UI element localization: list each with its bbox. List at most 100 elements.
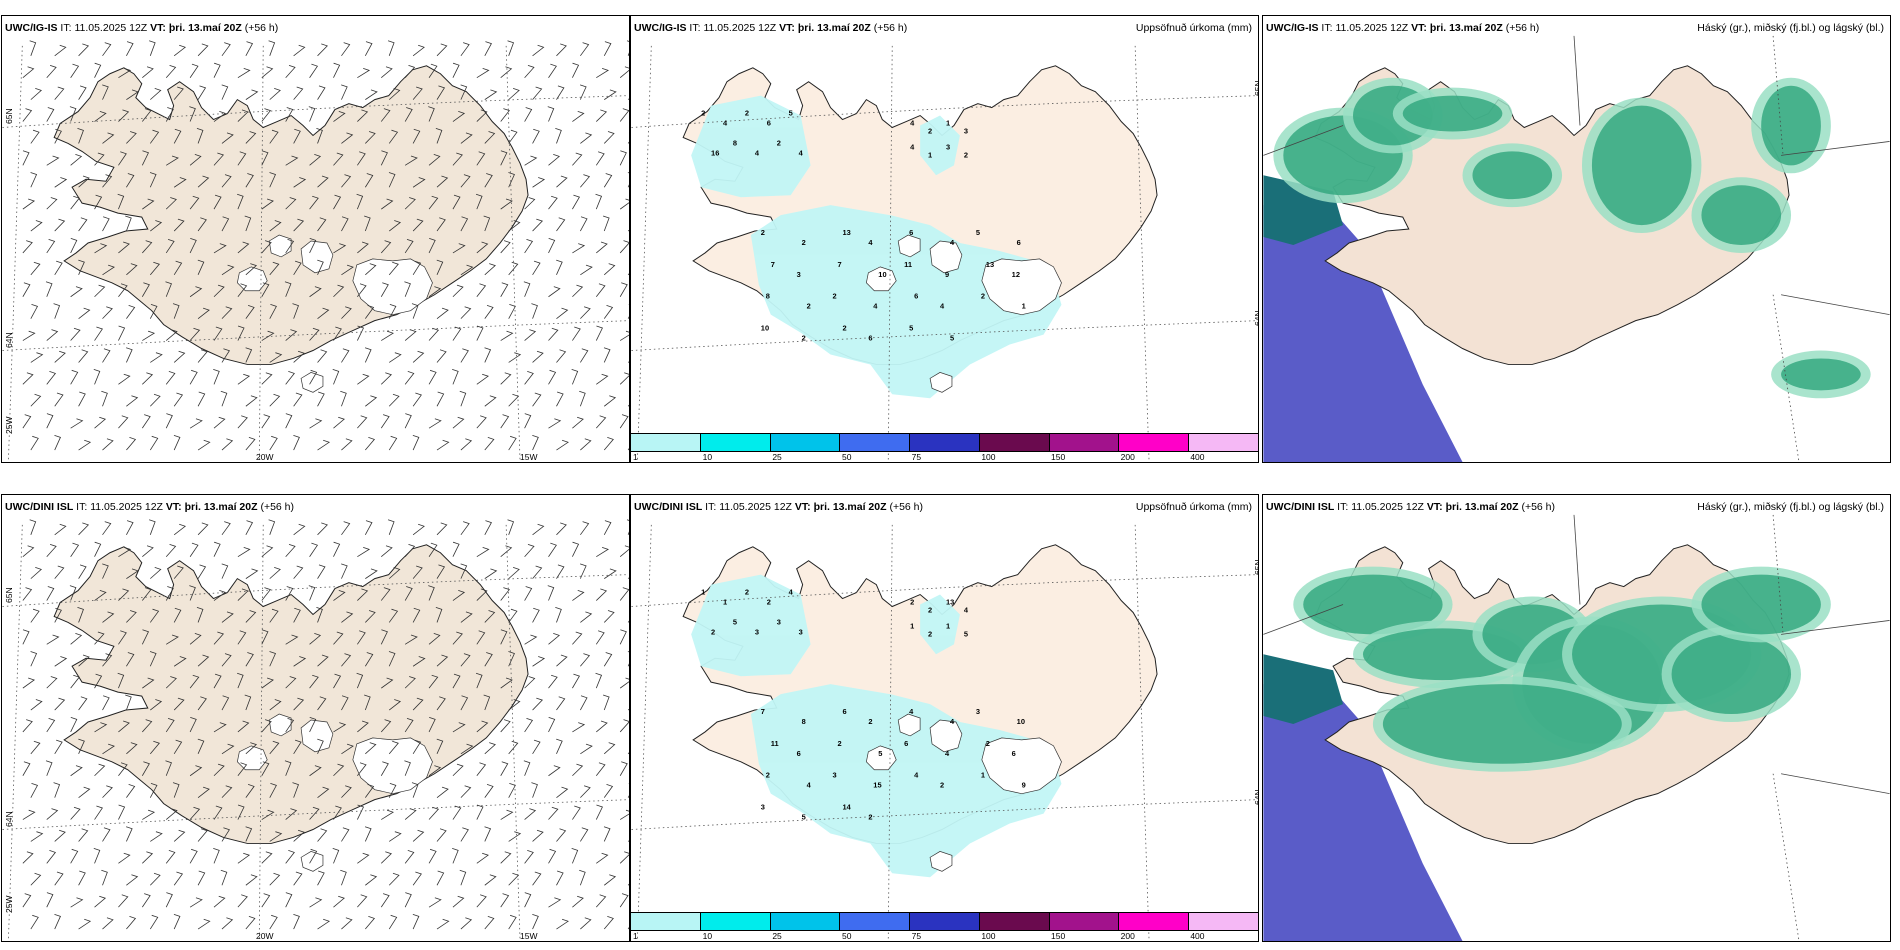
wind-barb — [317, 439, 331, 451]
wind-barb — [459, 869, 467, 886]
wind-barb — [245, 742, 258, 755]
wind-barb — [30, 651, 38, 667]
wind-barb — [627, 361, 629, 363]
wind-barb — [189, 106, 196, 122]
wind-barb — [285, 676, 297, 689]
model-name: UWC/DINI ISL — [1266, 501, 1335, 513]
wind-barb — [508, 172, 515, 188]
precip-value: 2 — [807, 302, 811, 311]
wind-barb — [261, 198, 274, 210]
precip-value: 12 — [1012, 270, 1020, 279]
wind-barb — [165, 329, 178, 341]
wind-barb — [572, 722, 586, 733]
wind-barb — [30, 831, 44, 842]
wind-barb — [149, 304, 158, 319]
wind-barb — [269, 129, 279, 144]
wind-barb — [412, 86, 423, 100]
lead-time: (+56 h) — [244, 22, 279, 34]
wind-barb — [78, 786, 91, 798]
precip-value: 10 — [878, 270, 886, 279]
wind-barb — [166, 634, 179, 645]
wind-barb — [603, 916, 614, 930]
wind-barb — [436, 696, 446, 711]
wind-barb — [411, 303, 419, 319]
wind-barb — [213, 110, 227, 122]
colorbar-swatch — [840, 913, 911, 930]
wind-barb — [118, 373, 131, 385]
wind-barb — [189, 585, 196, 601]
wind-barb — [428, 542, 438, 557]
wind-barb — [556, 918, 569, 930]
panel-header: UWC/DINI ISL IT: 11.05.2025 12Z VT: þri.… — [5, 501, 294, 513]
wind-barb — [261, 372, 273, 385]
wind-barb — [404, 239, 414, 254]
wind-barb — [70, 63, 80, 78]
colorbar-swatch — [910, 434, 980, 451]
wind-barb — [293, 523, 306, 536]
wind-barb — [78, 564, 87, 579]
wind-barb — [166, 155, 179, 166]
wind-barb — [556, 786, 569, 798]
wind-barb — [507, 519, 515, 535]
wind-barb — [532, 829, 544, 842]
wind-barb — [244, 215, 252, 232]
panel-r1c3-cloud: UWC/IG-IS IT: 11.05.2025 12Z VT: þri. 13… — [1262, 15, 1891, 463]
wind-barb — [165, 413, 173, 429]
wind-barb — [22, 677, 36, 689]
wind-barb — [627, 172, 629, 188]
wind-barb — [150, 566, 162, 579]
wind-barb — [293, 607, 301, 623]
wind-barb — [364, 652, 374, 667]
colorbar-swatch — [1119, 913, 1190, 930]
wind-barb — [142, 677, 155, 689]
precip-value: 1 — [946, 119, 950, 128]
wind-barb — [452, 152, 463, 166]
precip-value: 2 — [928, 126, 932, 135]
wind-barb — [317, 85, 326, 100]
wind-barb — [452, 416, 465, 429]
wind-barb — [237, 630, 247, 645]
wind-barb — [484, 395, 497, 407]
wind-barb — [189, 195, 200, 210]
wind-barb — [189, 765, 203, 777]
mid-cloud-area — [1781, 358, 1861, 391]
wind-barb — [596, 67, 610, 79]
wind-barb — [627, 651, 629, 667]
wind-barb — [213, 589, 227, 601]
precip-value: 2 — [777, 138, 781, 147]
wind-barb — [387, 519, 395, 535]
wind-barb — [484, 305, 494, 319]
wind-barb — [580, 743, 593, 755]
wind-barb — [627, 577, 629, 579]
precip-value: 6 — [842, 707, 846, 716]
wind-barb — [357, 283, 367, 297]
precip-value: 10 — [761, 324, 769, 333]
wind-barb — [173, 829, 186, 842]
wind-barb — [165, 718, 175, 733]
wind-barb — [126, 395, 139, 407]
wind-barb — [580, 611, 593, 623]
precip-map: 1122425333134221512786244310116256426243… — [631, 524, 1258, 941]
wind-barb — [245, 173, 254, 188]
wind-barb — [341, 743, 354, 755]
wind-barb — [508, 566, 520, 579]
wind-barb — [293, 871, 303, 886]
wind-barb — [532, 177, 546, 188]
wind-barb — [269, 699, 282, 711]
wind-barb — [309, 542, 319, 557]
wind-barb — [165, 586, 174, 601]
wind-barb — [269, 352, 283, 363]
wind-barb — [532, 434, 539, 451]
wind-barb — [173, 128, 182, 144]
wind-barb — [626, 40, 629, 56]
wind-barb — [118, 720, 130, 733]
precip-value: 4 — [950, 717, 955, 726]
wind-barb — [500, 414, 510, 429]
wind-barb — [476, 762, 487, 776]
wind-barb — [70, 286, 83, 298]
wind-barb — [531, 303, 538, 319]
wind-barb — [508, 393, 520, 407]
wind-barb — [165, 239, 175, 254]
mid-cloud-area — [1382, 684, 1622, 764]
wind-barb — [197, 439, 211, 451]
